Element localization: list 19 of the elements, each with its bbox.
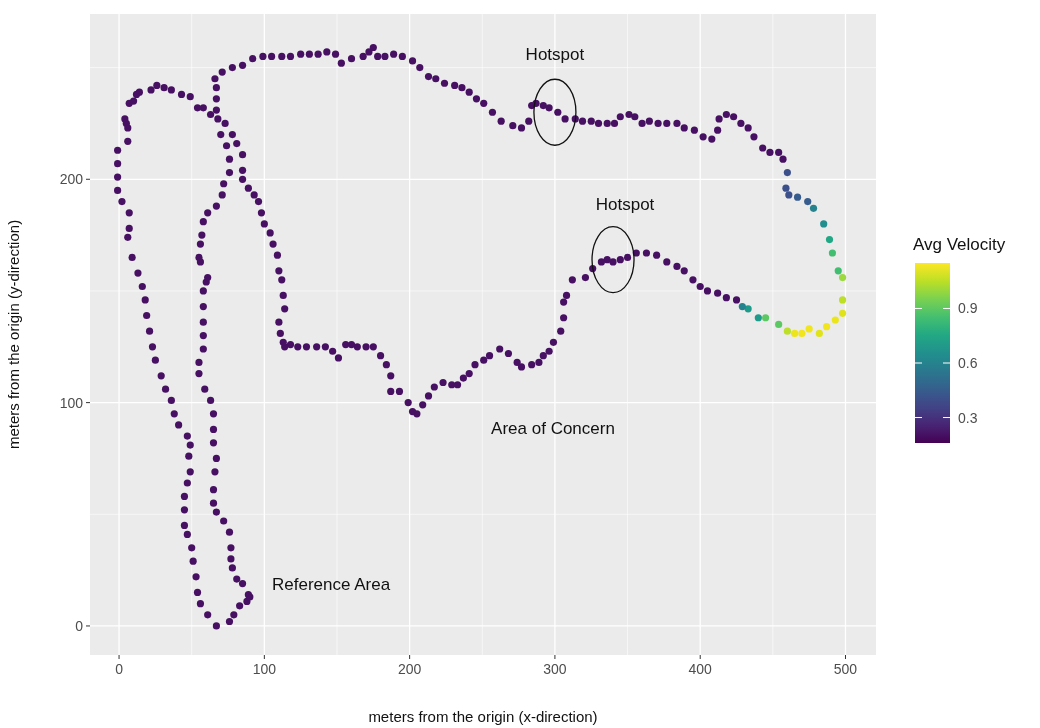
x-tick-label: 300 [543, 661, 567, 677]
x-tick-label: 500 [833, 661, 858, 677]
x-tick-label: 200 [397, 661, 422, 677]
annotation: Reference Area [272, 575, 391, 594]
x-axis-title: meters from the origin (x-direction) [368, 708, 598, 725]
y-tick-label: 200 [59, 171, 84, 188]
y-tick-label: 0 [75, 617, 84, 634]
annotation: Area of Concern [491, 419, 615, 438]
color-bar-label: 0.3 [958, 409, 978, 426]
color-bar-label: 0.6 [958, 355, 978, 371]
y-axis-title: meters from the origin (y-direction) [5, 219, 22, 450]
annotation: Hotspot [525, 45, 585, 65]
color-bar-title: Avg Velocity [913, 235, 1006, 254]
x-tick-label: 0 [115, 661, 124, 677]
annotation: Hotspot [595, 194, 655, 214]
x-tick-label: 100 [252, 661, 277, 677]
y-tick-label: 100 [59, 394, 84, 411]
x-tick-label: 400 [688, 661, 713, 677]
color-bar-label: 0.9 [958, 300, 978, 317]
